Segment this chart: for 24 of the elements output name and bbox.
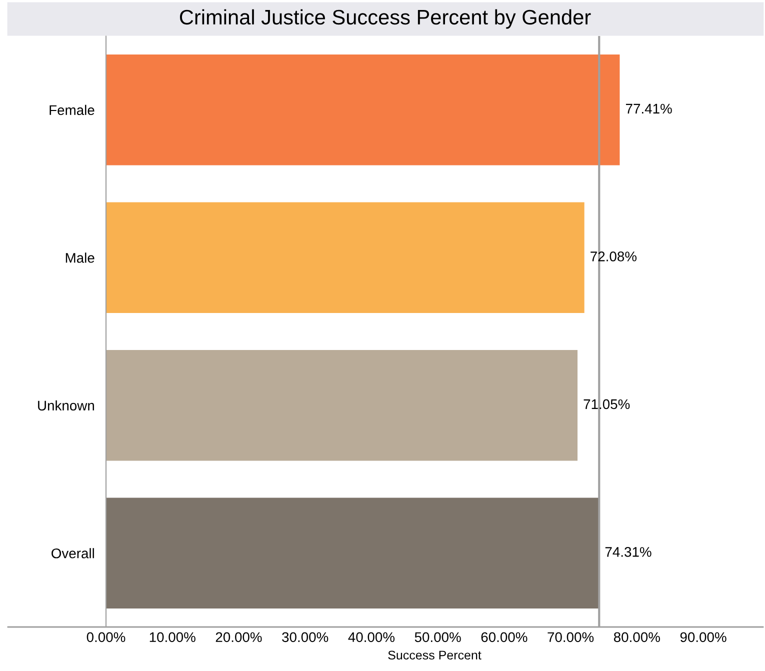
- data-label: 72.08%: [590, 252, 637, 262]
- data-label: 77.41%: [626, 104, 672, 114]
- x-tick-label: 50.00%: [414, 632, 461, 642]
- x-tick-label: 90.00%: [680, 632, 726, 642]
- x-tick-label: 30.00%: [282, 632, 328, 642]
- chart-title: Criminal Justice Success Percent by Gender: [180, 9, 591, 29]
- x-tick-label: 10.00%: [150, 632, 196, 642]
- data-label: 74.31%: [605, 547, 652, 557]
- x-axis-title: Success Percent: [388, 650, 482, 660]
- x-tick-label: 40.00%: [348, 632, 395, 642]
- y-tick-label: Female: [50, 104, 94, 116]
- y-tick-label: Unknown: [38, 400, 94, 411]
- y-tick-label: Male: [66, 252, 94, 263]
- data-label: 71.05%: [584, 399, 630, 410]
- x-tick-label: 60.00%: [481, 632, 528, 642]
- bar: [106, 350, 578, 461]
- x-tick-label: 0.00%: [86, 632, 126, 642]
- bar: [106, 202, 584, 314]
- x-tick-label: 70.00%: [548, 632, 594, 642]
- x-tick-label: 20.00%: [216, 632, 262, 642]
- y-tick-label: Overall: [52, 548, 94, 558]
- bar: [106, 54, 620, 166]
- x-tick-label: 80.00%: [614, 632, 660, 642]
- bar: [106, 498, 600, 609]
